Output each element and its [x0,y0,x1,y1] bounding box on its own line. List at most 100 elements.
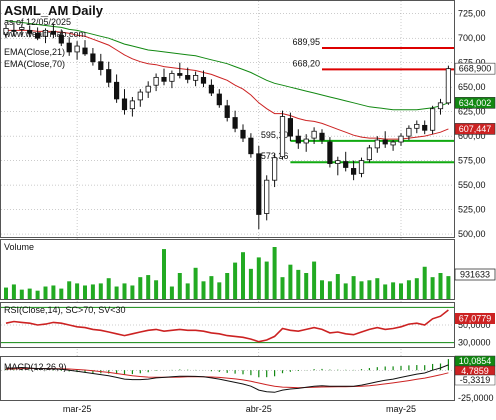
volume-bar [98,283,103,299]
price-tick-label: 575,00 [458,156,486,166]
candle-body [3,28,9,35]
candle-body [153,76,159,86]
candle-body [177,73,183,76]
volume-bar [446,276,451,299]
volume-bar [59,288,64,299]
candle-body [429,108,436,131]
candle-body [311,130,317,139]
candle-body [303,138,309,144]
candle-body [224,105,230,118]
candle-body [414,123,420,129]
volume-bar [19,289,24,299]
candle-body [437,102,444,110]
candle-body [200,76,207,84]
candle-body [390,141,396,146]
volume-bar [312,261,317,299]
candle-body [445,68,452,104]
volume-last-tag-box [454,268,496,281]
volume-bar [359,281,364,299]
as-of-date: as of 12/05/2025 [4,17,71,27]
candle-body [121,98,128,111]
volume-bar [162,249,166,299]
volume-bar [367,280,372,299]
candle-body [137,91,143,101]
volume-bar [296,269,301,299]
candle-body [185,75,191,80]
macd-lines [1,359,454,393]
volume-bar [4,287,8,299]
volume-title: Volume [4,242,34,252]
x-axis: mar-25 abr-25 may-25 [63,404,416,414]
price-candles [3,22,452,230]
rsi-tick-label: 30,0000 [458,338,491,348]
site-label: www.wealth-lab.com [3,29,86,39]
volume-bar [414,278,419,299]
ema21-line [6,29,449,140]
volume-bar [217,282,222,299]
candle-body [319,132,325,141]
candle-body [90,53,96,63]
macd-line [6,364,449,393]
volume-bar [225,273,230,299]
price-tick-label: 650,00 [458,82,486,92]
volume-bar [154,280,159,299]
macd-y-axis: -25,0000 [458,393,494,403]
volume-bar [375,278,380,299]
candle-body [248,137,254,155]
price-last-tag: 634,002 [459,98,492,108]
volume-bar [51,285,56,299]
candle-body [256,153,262,215]
price-tick-label: 675,00 [458,58,486,68]
volume-last-tag: 931633 [460,270,490,280]
candle-body [98,61,104,70]
volume-bar [335,274,340,299]
candle-body [27,29,33,34]
candle-body [66,42,72,53]
candle-body [74,45,80,53]
price-level-label: 689,95 [292,37,320,47]
volume-bar [399,283,403,299]
price-last-tag-box [454,123,496,135]
volume-bar [75,283,80,299]
volume-bar [185,283,190,299]
price-last-tag: 668,900 [459,64,492,74]
candle-body [358,160,365,174]
volume-bars [4,247,451,299]
price-tick-label: 500,00 [458,229,486,239]
candle-body [406,127,412,137]
volume-bar [209,276,214,299]
price-last-tag-box [454,97,496,109]
x-tick-label: mar-25 [63,404,92,414]
macd-title: MACD(12,26,9) [4,362,67,372]
volume-bar [351,276,356,299]
price-last-value-tags: 668,900 634,002 607,447 [454,62,496,135]
candle-body [271,157,278,181]
volume-bar [343,283,348,299]
rsi-line [5,309,449,343]
candle-body [145,85,151,93]
rsi-y-axis: 50,0000 30,0000 [458,320,491,348]
volume-bar [422,266,427,299]
volume-bar [406,280,411,299]
candle-body [19,27,25,30]
rsi-title: RSI(Close,14), SC>70, SV<30 [4,305,126,315]
candle-body [335,160,341,164]
candle-body [114,81,120,100]
candle-body [240,129,246,139]
candle-body [106,69,112,83]
macd-last-tag: -5,3319 [460,375,491,385]
volume-bar [304,273,309,299]
macd-last-tag-box [454,374,496,386]
macd-last-tag: 4,7859 [461,366,489,376]
candle-body [287,118,294,137]
price-tick-label: 725,00 [458,9,486,19]
price-last-tag-box [454,62,496,75]
volume-bar [90,284,95,299]
volume-bar [67,281,72,299]
volume-bar [114,286,119,299]
rsi-panel: 50,0000 30,0000 RSI(Close,14), SC>70, SV<… [0,302,495,348]
price-level-label: 668,20 [292,58,320,68]
